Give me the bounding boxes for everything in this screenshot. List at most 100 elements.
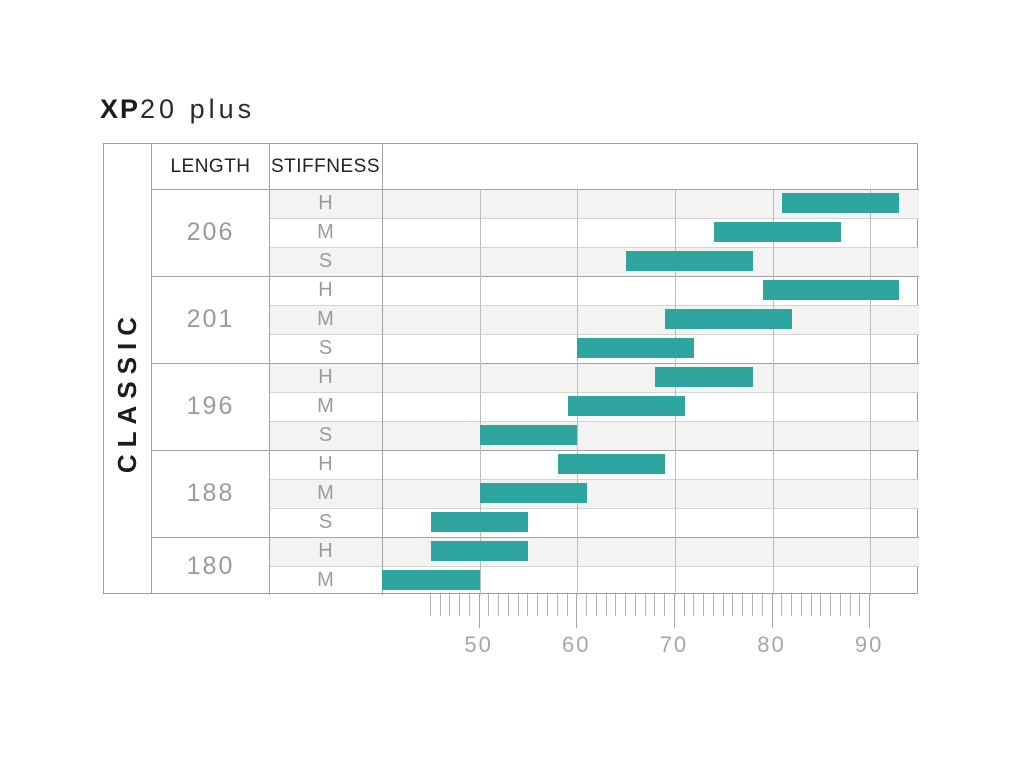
- minor-tick: [449, 594, 451, 616]
- table-row: S: [269, 247, 919, 276]
- minor-tick: [537, 594, 539, 616]
- stiffness-cell: S: [318, 424, 333, 446]
- minor-tick: [429, 594, 431, 616]
- table-row: S: [269, 421, 919, 450]
- minor-tick: [703, 594, 705, 616]
- range-bar: [382, 570, 480, 590]
- minor-tick: [507, 594, 509, 616]
- page-title: XP20 plus: [100, 94, 255, 125]
- major-tick: [869, 594, 871, 628]
- major-tick: [771, 594, 773, 628]
- stiffness-cell: S: [318, 511, 333, 533]
- minor-tick: [742, 594, 744, 616]
- minor-tick: [693, 594, 695, 616]
- range-bar: [430, 512, 529, 532]
- length-cell: 188: [186, 479, 235, 507]
- stiffness-cell: S: [318, 250, 333, 272]
- minor-tick: [459, 594, 461, 616]
- category-label: CLASSIC: [112, 310, 142, 474]
- stiffness-cell: H: [318, 366, 333, 388]
- axis-tick-label: 70: [659, 632, 689, 657]
- minor-tick: [439, 594, 441, 616]
- minor-tick: [488, 594, 490, 616]
- minor-tick: [683, 594, 685, 616]
- table-row: H: [269, 276, 919, 305]
- major-tick: [576, 594, 578, 628]
- table-row: M: [269, 566, 919, 595]
- category-column: CLASSIC: [104, 144, 152, 593]
- minor-tick: [644, 594, 646, 616]
- minor-tick: [849, 594, 851, 616]
- range-bar: [665, 309, 793, 329]
- stiffness-cell: S: [318, 337, 333, 359]
- stiffness-cell: H: [318, 540, 333, 562]
- length-cell: 206: [186, 218, 235, 246]
- minor-tick: [498, 594, 500, 616]
- minor-tick: [595, 594, 597, 616]
- minor-tick: [791, 594, 793, 616]
- header-stiffness: STIFFNESS: [270, 155, 380, 177]
- range-bar: [762, 280, 900, 300]
- stiffness-cell: H: [318, 453, 333, 475]
- range-bar: [626, 251, 753, 271]
- minor-tick: [615, 594, 617, 616]
- axis-tick-label: 60: [562, 632, 591, 657]
- stiffness-cell: M: [317, 482, 334, 504]
- range-bar: [713, 222, 841, 242]
- table-row: M: [269, 305, 919, 334]
- minor-tick: [556, 594, 558, 616]
- table-row: H: [269, 450, 919, 479]
- minor-tick: [810, 594, 812, 616]
- minor-tick: [517, 594, 519, 616]
- major-tick: [478, 594, 480, 628]
- minor-tick: [468, 594, 470, 616]
- stiffness-cell: M: [317, 569, 334, 591]
- minor-tick: [664, 594, 666, 616]
- category-label-wrap: CLASSIC: [104, 189, 151, 595]
- minor-tick: [566, 594, 568, 616]
- minor-tick: [712, 594, 714, 616]
- table-row: M: [269, 218, 919, 247]
- length-cell: 196: [186, 392, 235, 420]
- length-cell: 201: [186, 305, 235, 333]
- minor-tick: [761, 594, 763, 616]
- minor-tick: [625, 594, 627, 616]
- range-bar: [557, 454, 666, 474]
- minor-tick: [634, 594, 636, 616]
- table-row: S: [269, 508, 919, 537]
- table-row: H: [269, 189, 919, 218]
- axis-tick-label: 80: [757, 632, 786, 657]
- length-cell: 180: [186, 551, 235, 580]
- axis-tick-label: 50: [464, 632, 493, 657]
- minor-tick: [800, 594, 802, 616]
- minor-tick: [859, 594, 861, 616]
- range-bar: [479, 483, 588, 503]
- range-bar: [577, 338, 695, 358]
- minor-tick: [605, 594, 607, 616]
- minor-tick: [820, 594, 822, 616]
- stiffness-cell: H: [318, 279, 333, 301]
- minor-tick: [722, 594, 724, 616]
- minor-tick: [839, 594, 841, 616]
- table-row: M: [269, 392, 919, 421]
- table-row: H: [269, 537, 919, 566]
- minor-tick: [830, 594, 832, 616]
- minor-tick: [586, 594, 588, 616]
- header-length: LENGTH: [170, 155, 251, 177]
- minor-tick: [781, 594, 783, 616]
- table-row: M: [269, 479, 919, 508]
- table-row: H: [269, 363, 919, 392]
- range-bar: [430, 541, 529, 561]
- table-row: S: [269, 334, 919, 363]
- minor-tick: [546, 594, 548, 616]
- range-bar: [567, 396, 685, 416]
- title-model: 20 plus: [140, 94, 256, 124]
- range-bar: [782, 193, 900, 213]
- stiffness-cell: M: [317, 221, 334, 243]
- title-brand: XP: [100, 94, 141, 124]
- range-bar: [655, 367, 753, 387]
- minor-tick: [752, 594, 754, 616]
- major-tick: [673, 594, 675, 628]
